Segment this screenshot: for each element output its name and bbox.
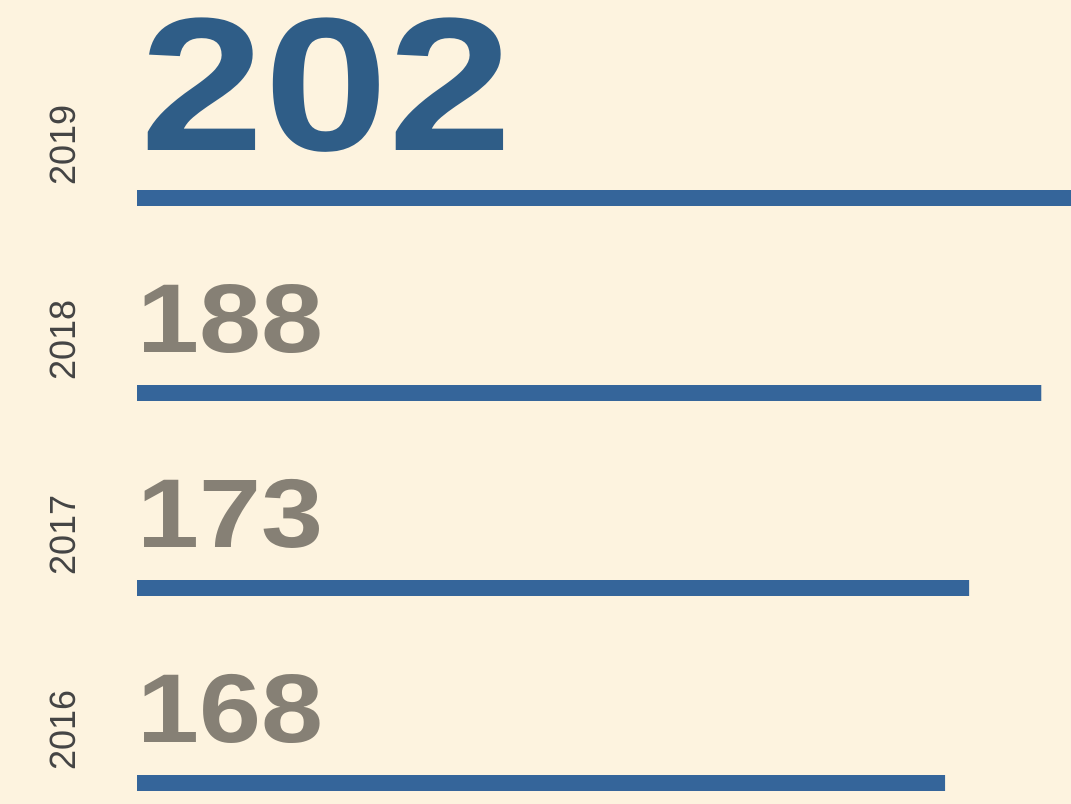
value-label: 202 bbox=[140, 0, 512, 191]
bar bbox=[137, 190, 1071, 206]
category-label: 2018 bbox=[42, 300, 83, 380]
value-label: 188 bbox=[137, 264, 323, 373]
category-label: 2017 bbox=[42, 495, 83, 575]
bar bbox=[137, 775, 946, 791]
bar bbox=[137, 385, 1042, 401]
value-label: 173 bbox=[137, 459, 323, 568]
bar bbox=[137, 580, 970, 596]
category-label: 2016 bbox=[42, 690, 83, 770]
category-label: 2019 bbox=[42, 105, 83, 185]
value-label: 168 bbox=[137, 654, 323, 763]
